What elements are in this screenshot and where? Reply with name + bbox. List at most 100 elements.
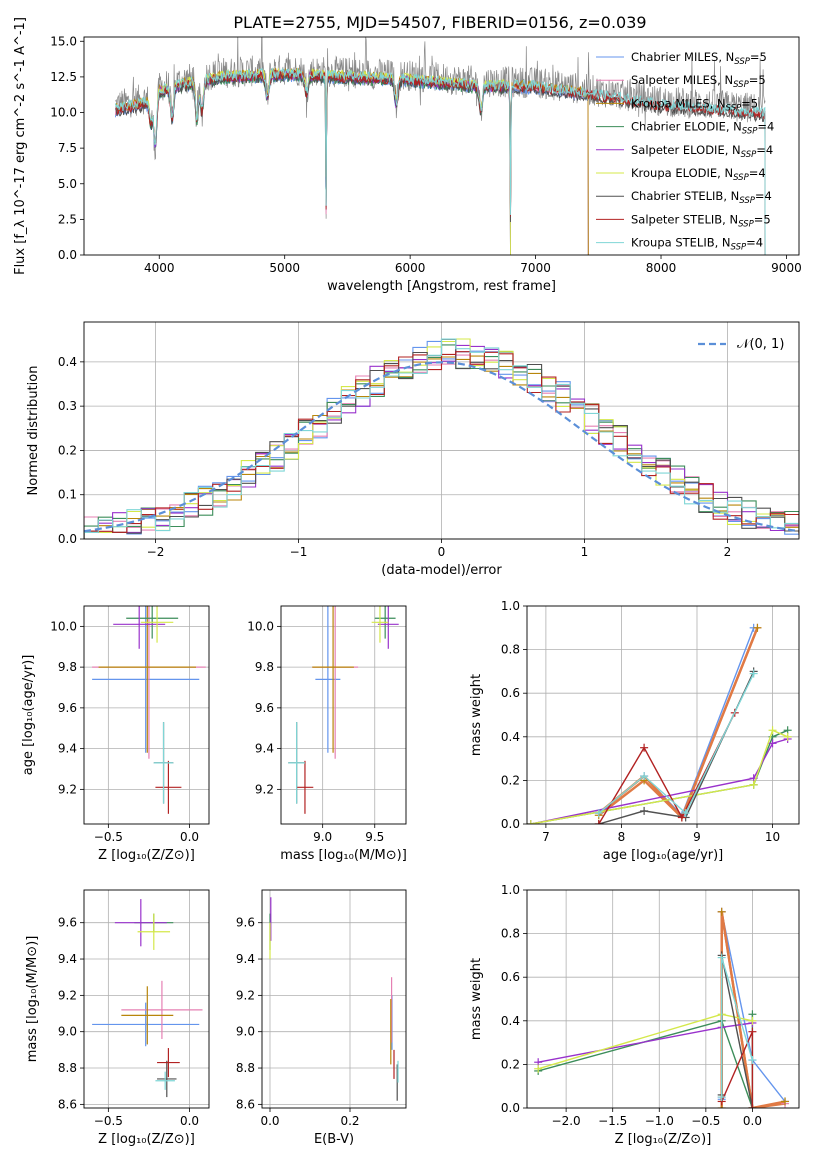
weight-line-salpeter-elodie (530, 738, 788, 824)
y-tick-label: 2.5 (58, 212, 77, 226)
weight-line-kroupa-elodie (530, 729, 788, 824)
histogram-chabrier-miles (84, 340, 799, 539)
y-tick-label: 0.8 (501, 927, 520, 941)
histogram-salpeter-stelib (84, 351, 799, 539)
legend-entry: Chabrier ELODIE, NSSP=4 (631, 120, 774, 137)
y-tick-label: 9.4 (58, 952, 77, 966)
x-axis-label: age [log₁₀(age/yr)] (603, 848, 724, 863)
x-tick-label: 4000 (144, 261, 175, 275)
legend-entry: Salpeter MILES, NSSP=5 (631, 73, 766, 90)
model-spectrum-salpeter-elodie (146, 68, 511, 255)
axes-spectrum: 4000 5000 6000 7000 8000 9000 0.0 2.5 5.0 7.5 10.0… (13, 17, 802, 294)
axes-frame (261, 889, 407, 1109)
x-tick-label: 0.2 (340, 1114, 359, 1128)
y-tick-label: 8.6 (58, 1097, 77, 1111)
plot-area-weight_vs_age (527, 623, 792, 824)
x-tick-label: 0.0 (743, 1114, 762, 1128)
axes-residuals: −2 −1 0 1 2 0.0 0.1 0.2 0.3 0.4 (data-model)/error… (26, 321, 800, 578)
y-tick-label: 1.0 (501, 599, 520, 613)
y-tick-label: 0.2 (501, 1057, 520, 1071)
y-axis-label: mass weight (469, 958, 484, 1040)
y-axis-label: Normed distribution (26, 366, 41, 496)
y-tick-label: 9.4 (255, 742, 274, 756)
axes-frame (83, 36, 800, 256)
histogram-salpeter-elodie (84, 344, 799, 539)
y-axis-label: Flux [f_λ 10^-17 erg cm^-2 s^-1 A^-1] (13, 17, 28, 275)
y-axis-label: mass [log₁₀(M/M⊙)] (25, 936, 40, 1063)
legend-count: =4 (756, 143, 773, 157)
y-tick-label: 10.0 (50, 106, 77, 120)
x-tick-label: −2 (147, 545, 165, 559)
plot-area-age_vs_Z (92, 606, 206, 814)
y-tick-label: 0.6 (501, 970, 520, 984)
y-tick-label: 8.8 (58, 1061, 77, 1075)
y-tick-label: 0.2 (501, 773, 520, 787)
axes-frame (83, 605, 210, 825)
legend-entry: Kroupa ELODIE, NSSP=4 (631, 166, 766, 183)
y-tick-label: 0.0 (58, 248, 77, 262)
histogram-salpeter-miles (84, 351, 799, 539)
weight-line-salpeter-elodie (538, 1022, 753, 1063)
x-axis-label: mass [log₁₀(M/M⊙)] (280, 848, 407, 863)
legend-count: =5 (750, 50, 767, 64)
axes-mass_vs_Z: −0.5 0.0 8.6 8.8 9.0 9.2 9.4 9.6 Z [log₁₀(Z/Z⊙)]… (25, 889, 210, 1147)
y-tick-label: 9.8 (58, 660, 77, 674)
x-axis-label: Z [log₁₀(Z/Z⊙)] (98, 1132, 195, 1147)
y-tick-label: 9.6 (58, 916, 77, 930)
legend-entry: Chabrier STELIB, NSSP=4 (631, 189, 772, 206)
x-tick-label: 10 (765, 830, 780, 844)
x-tick-label: 7000 (520, 261, 551, 275)
y-tick-label: 9.0 (58, 1025, 77, 1039)
y-tick-label: 10.0 (247, 619, 274, 633)
plot-area-weight_vs_Z (534, 907, 790, 1108)
legend-count: =4 (757, 120, 774, 134)
y-tick-label: 0.6 (501, 686, 520, 700)
plot-area-mass_vs_EBV (269, 897, 399, 1101)
legend-subscript: SSP (731, 243, 747, 253)
plot-area-spectrum (114, 37, 766, 255)
x-tick-label: −2.0 (552, 1114, 581, 1128)
y-tick-label: 9.2 (58, 782, 77, 796)
axes-weight_vs_age: 7 8 9 10 0.0 0.2 0.4 0.6 0.8 1.0 age [log₁₀(age/yr… (469, 599, 800, 863)
x-axis-label: Z [log₁₀(Z/Z⊙)] (615, 1132, 712, 1147)
x-axis-label: wavelength [Angstrom, rest frame] (327, 279, 556, 294)
x-tick-label: 0.0 (180, 830, 199, 844)
legend-count: =4 (746, 236, 763, 250)
y-tick-label: 0.4 (58, 355, 77, 369)
x-tick-label: 9.0 (313, 830, 332, 844)
x-tick-label: 8 (618, 830, 626, 844)
figure-title: PLATE=2755, MJD=54507, FIBERID=0156, z=0… (233, 13, 646, 32)
y-tick-label: 9.0 (236, 1025, 255, 1039)
y-tick-label: 5.0 (58, 177, 77, 191)
x-tick-label: 0.0 (180, 1114, 199, 1128)
legend-count: =4 (749, 166, 766, 180)
y-tick-label: 8.8 (236, 1061, 255, 1075)
weight-line-chabrier-elodie (538, 1014, 754, 1108)
y-tick-label: 9.4 (236, 952, 255, 966)
model-spectrum-salpeter-stelib (115, 68, 766, 255)
y-tick-label: 9.2 (58, 988, 77, 1002)
x-tick-label: 7 (542, 830, 550, 844)
y-tick-label: 15.0 (50, 34, 77, 48)
plot-area-mass_vs_Z (92, 899, 203, 1098)
legend-subscript: SSP (733, 80, 749, 90)
legend-subscript: SSP (741, 150, 757, 160)
axes-frame (83, 321, 800, 540)
x-tick-label: −1.0 (645, 1114, 674, 1128)
gaussian-curve (84, 361, 799, 533)
x-tick-label: 0.0 (260, 1114, 279, 1128)
y-tick-label: 0.0 (501, 817, 520, 831)
x-tick-label: 9000 (771, 261, 802, 275)
legend-subscript: SSP (734, 57, 750, 67)
observed-spectrum-line (115, 37, 766, 219)
x-tick-label: −0.5 (94, 830, 123, 844)
y-tick-label: 9.4 (58, 742, 77, 756)
axes-frame (280, 605, 407, 825)
legend: Chabrier MILES, NSSP=5 Salpeter MILES, NS… (596, 50, 774, 253)
x-tick-label: 1 (581, 545, 589, 559)
histogram-kroupa-elodie (84, 338, 799, 539)
legend-count: =5 (749, 73, 766, 87)
y-tick-label: 0.1 (58, 488, 77, 502)
y-tick-label: 9.6 (236, 916, 255, 930)
legend-subscript: SSP (742, 127, 758, 137)
